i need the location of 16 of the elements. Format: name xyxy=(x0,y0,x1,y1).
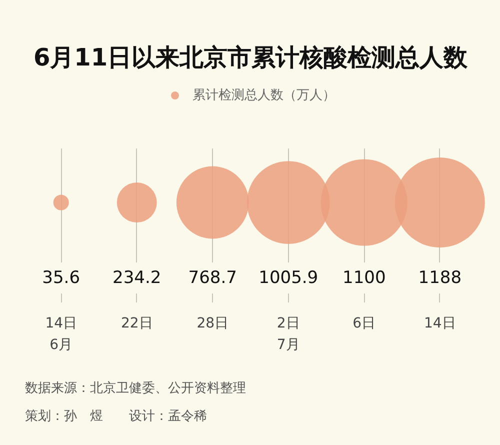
text: 6月11日以来北京市累计核酸检测总人数 xyxy=(33,44,469,72)
category-label: 28日 xyxy=(196,316,229,332)
data-label: 35.6 xyxy=(42,268,80,288)
category-label: 6日 xyxy=(352,316,376,332)
data-label: 1188 xyxy=(418,268,462,288)
legend-label: 累计检测总人数（万人） xyxy=(192,87,336,104)
category-label: 22日 xyxy=(120,316,153,332)
category-label: 14日 xyxy=(424,316,456,332)
category-label: 2日 7月 xyxy=(276,316,300,354)
data-label: 768.7 xyxy=(188,268,237,288)
data-label: 1100 xyxy=(342,268,386,288)
data-label: 234.2 xyxy=(112,268,162,288)
data-label: 1005.9 xyxy=(258,268,318,288)
text: 策划：孙 煜 设计：孟令稀 xyxy=(25,408,208,426)
source-note: 数据来源：北京卫健委、公开资料整理 xyxy=(25,380,246,398)
category-label: 14日 6月 xyxy=(45,316,78,354)
